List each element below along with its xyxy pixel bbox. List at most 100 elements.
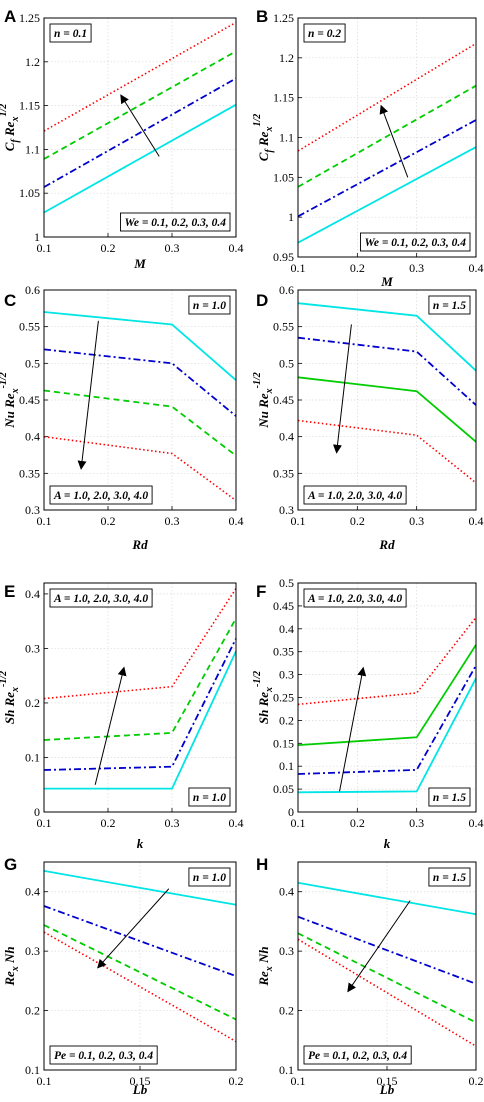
series-line-3 <box>297 932 477 1024</box>
y-tick-label: 0.2 <box>25 696 40 710</box>
panel-letter: D <box>256 291 268 310</box>
annotation-text: n = 1.0 <box>193 792 226 804</box>
series-line-4 <box>297 938 477 1047</box>
y-tick-label: 0.1 <box>279 759 294 773</box>
y-axis-label-part: Sh <box>2 710 17 724</box>
y-tick-label: 0.6 <box>25 283 40 297</box>
y-tick-label: 0.5 <box>279 576 294 590</box>
axes-frame <box>43 17 237 238</box>
y-axis-label-part: -1/2 <box>0 372 9 388</box>
x-tick-label: 0.4 <box>229 514 244 528</box>
y-tick-label: 0.4 <box>279 885 294 899</box>
y-tick-label: 0.4 <box>279 430 294 444</box>
panel-f: 0.1 0.2 0.3 0.4 0 0.05 0.1 0.15 0.2 0.25 0.3 0.35 0.… <box>252 576 484 851</box>
y-tick-label: 0 <box>34 805 40 819</box>
series-line-2 <box>297 915 477 985</box>
axes-frame <box>43 582 237 813</box>
y-axis-label-part: x <box>264 966 275 972</box>
x-tick-label: 0.4 <box>469 261 484 275</box>
annotation-box <box>428 867 471 887</box>
y-tick-label: 0.4 <box>25 587 40 601</box>
x-tick-label: 0.3 <box>165 514 180 528</box>
y-tick-label: 0.3 <box>279 944 294 958</box>
y-tick-label: 0.35 <box>273 466 294 480</box>
annotation-box <box>49 485 153 505</box>
y-tick-label: 1 <box>34 230 40 244</box>
x-tick-label: 0.15 <box>130 1074 151 1088</box>
trend-arrow <box>379 104 409 178</box>
y-tick-label: 0.5 <box>279 356 294 370</box>
annotation-text: We = 0.1, 0.2, 0.3, 0.4 <box>364 237 466 249</box>
x-axis-label: Lb <box>379 1082 395 1097</box>
annotation-box <box>49 1045 158 1065</box>
x-tick-label: 0.3 <box>165 816 180 830</box>
x-axis-label: Lb <box>132 1082 148 1097</box>
y-axis-label: Sh Rex-1/2 <box>252 671 275 724</box>
y-axis-label-part: -1/2 <box>252 671 263 687</box>
x-axis-label: M <box>380 274 393 289</box>
x-tick-label: 0.2 <box>101 816 116 830</box>
panel-letter: C <box>4 291 16 310</box>
y-tick-label: 0 <box>288 805 294 819</box>
series-line-4 <box>297 42 477 152</box>
series-line-2 <box>297 119 477 218</box>
series-line-3 <box>297 84 477 188</box>
x-tick-label: 0.1 <box>37 241 52 255</box>
trend-arrow <box>77 320 99 470</box>
x-tick-label: 0.1 <box>37 1074 52 1088</box>
annotation-box <box>188 787 231 807</box>
axes-frame <box>297 582 477 813</box>
y-tick-label: 0.4 <box>279 622 294 636</box>
y-tick-label: 1.2 <box>279 51 294 65</box>
y-tick-label: 0.35 <box>19 466 40 480</box>
y-tick-label: 1.1 <box>25 142 40 156</box>
annotation-text: n = 1.0 <box>193 300 226 312</box>
annotation-box <box>120 212 231 232</box>
y-axis-label-part: -1/2 <box>252 372 263 388</box>
plot-area <box>298 862 476 1070</box>
y-tick-label: 0.1 <box>25 1063 40 1077</box>
annotation-text: A = 1.0, 2.0, 3.0, 4.0 <box>53 593 148 605</box>
annotation-box <box>428 787 471 807</box>
x-tick-label: 0.4 <box>229 816 244 830</box>
y-axis-label-part: Re <box>2 692 17 710</box>
plot-area <box>44 862 236 1070</box>
y-tick-label: 0.3 <box>279 668 294 682</box>
series-line-1 <box>43 103 237 214</box>
y-axis-label-part: C <box>2 142 17 151</box>
series-line-1 <box>297 302 477 372</box>
y-axis-label-part: Sh <box>256 710 271 724</box>
annotation-text: n = 1.5 <box>433 872 466 884</box>
y-axis-label: Sh Rex-1/2 <box>0 671 21 724</box>
y-tick-label: 0.2 <box>279 1004 294 1018</box>
annotation-text: Pe = 0.1, 0.2, 0.3, 0.4 <box>54 1050 153 1062</box>
series-line-2 <box>43 77 237 188</box>
x-tick-label: 0.2 <box>101 241 116 255</box>
y-tick-label: 0.4 <box>25 430 40 444</box>
axes-frame <box>297 17 477 258</box>
annotation-box <box>49 23 92 43</box>
x-tick-label: 0.1 <box>291 261 306 275</box>
series-line-4 <box>43 435 237 502</box>
x-tick-label: 0.3 <box>409 514 424 528</box>
y-tick-label: 0.4 <box>25 885 40 899</box>
panel-letter: F <box>256 582 266 601</box>
y-axis-label: Cf Rex1/2 <box>252 114 275 162</box>
annotation-box <box>188 295 231 315</box>
x-tick-label: 0.4 <box>469 514 484 528</box>
panel-b: 0.1 0.2 0.3 0.4 0.95 1 1.05 1.1 1.15 1.2 1.25 n = 0… <box>252 7 484 289</box>
trend-arrow <box>347 900 411 993</box>
y-tick-label: 0.3 <box>25 503 40 517</box>
y-tick-label: 1.15 <box>273 91 294 105</box>
annotation-text: n = 0.2 <box>308 28 341 40</box>
y-tick-label: 0.5 <box>25 356 40 370</box>
axes-frame <box>297 861 477 1071</box>
x-tick-label: 0.1 <box>37 514 52 528</box>
annotation-text: n = 1.5 <box>433 300 466 312</box>
trend-arrow <box>120 94 160 157</box>
series-line-1 <box>297 677 477 794</box>
annotation-text: We = 0.1, 0.2, 0.3, 0.4 <box>124 217 226 229</box>
trend-arrow <box>94 666 127 785</box>
panel-e: 0.1 0.2 0.3 0.400.10.20.30.4 A = 1.0, 2.0, 3… <box>0 582 244 851</box>
x-axis-label: k <box>384 836 391 851</box>
